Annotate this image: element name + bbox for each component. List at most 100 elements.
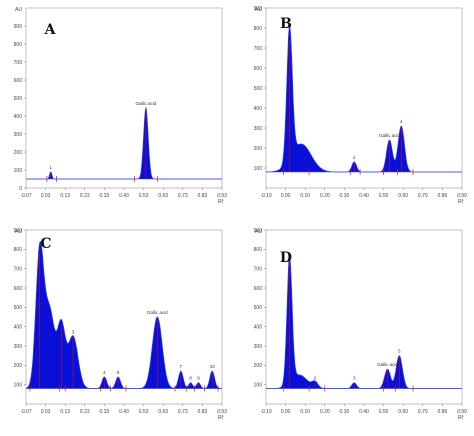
x-axis-label-a: Rf	[218, 199, 224, 205]
x-tick-label-d-4: 0.30	[340, 409, 350, 415]
peak-label-c-3: 3	[72, 329, 75, 334]
x-tick-label-b-2: 0.10	[300, 193, 310, 199]
x-tick-label-b-0: -0.10	[260, 193, 272, 199]
peak-label-b-0: 1	[288, 33, 291, 38]
x-tick-label-c-5: 0.43	[119, 409, 129, 415]
y-tick-label-c-1: 200	[14, 363, 23, 369]
panel-letter-b: B	[280, 16, 292, 32]
y-tick-label-b-4: 500	[254, 86, 263, 92]
y-tick-label-b-3: 400	[254, 106, 263, 112]
y-tick-label-a-9: 900	[14, 24, 23, 30]
y-tick-label-b-0: 100	[254, 166, 263, 172]
panel-letter-c: C	[40, 236, 51, 252]
y-tick-label-a-5: 500	[14, 96, 23, 102]
x-tick-label-d-8: 0.70	[418, 409, 428, 415]
peak-label-d-5: 5	[398, 349, 401, 354]
x-axis-label-d: Rf	[458, 415, 464, 421]
y-tick-label-c-2: 300	[14, 344, 23, 350]
chromatogram-area-d	[266, 256, 462, 389]
x-tick-label-c-10: 0.93	[217, 409, 227, 415]
y-tick-label-a-4: 400	[14, 114, 23, 120]
peak-label-c-2: 2	[60, 320, 63, 325]
x-tick-label-a-9: 0.83	[198, 193, 208, 199]
y-tick-label-c-6: 700	[14, 266, 23, 272]
y-tick-label-d-6: 700	[254, 266, 263, 272]
y-axis-label-b: AU	[255, 7, 262, 13]
x-tick-label-b-6: 0.50	[379, 193, 389, 199]
y-tick-label-c-3: 400	[14, 324, 23, 330]
x-tick-label-d-1: 0.00	[281, 409, 291, 415]
x-axis-label-b: Rf	[458, 199, 464, 205]
y-tick-label-a-3: 300	[14, 132, 23, 138]
x-tick-label-b-1: 0.00	[281, 193, 291, 199]
plot-frame-a	[25, 7, 223, 189]
x-tick-label-a-10: 0.93	[217, 193, 227, 199]
y-tick-label-c-0: 100	[14, 382, 23, 388]
x-tick-label-c-2: 0.13	[60, 409, 70, 415]
peak-label-b-3: Gallic acid	[379, 133, 400, 138]
chromatogram-line-c	[25, 241, 222, 389]
y-tick-label-c-7: 800	[14, 247, 23, 253]
peak-label-d-3: 3	[353, 376, 356, 381]
peak-label-c-8: 8	[189, 376, 192, 381]
x-tick-label-d-7: 0.60	[398, 409, 408, 415]
x-tick-label-b-4: 0.30	[340, 193, 350, 199]
x-tick-label-d-0: -0.10	[260, 409, 272, 415]
x-tick-label-b-3: 0.20	[320, 193, 330, 199]
peak-label-c-6: Gallic acid	[147, 310, 168, 315]
x-tick-label-c-6: 0.53	[139, 409, 149, 415]
y-tick-label-a-2: 200	[14, 150, 23, 156]
panel-letter-d: D	[280, 250, 292, 266]
y-tick-label-d-3: 400	[254, 324, 263, 330]
y-tick-label-c-4: 500	[14, 305, 23, 311]
x-axis-label-c: Rf	[218, 415, 224, 421]
panel-letter-a: A	[44, 22, 57, 38]
y-tick-label-c-8: 900	[14, 228, 23, 234]
x-tick-label-d-9: 0.80	[438, 409, 448, 415]
x-tick-label-d-3: 0.20	[320, 409, 330, 415]
y-tick-label-d-5: 600	[254, 286, 263, 292]
y-tick-label-b-6: 700	[254, 46, 263, 52]
peak-label-b-4: 4	[400, 119, 403, 124]
peak-label-a-1: Gallic acid	[136, 101, 157, 106]
x-tick-label-a-4: 0.33	[100, 193, 110, 199]
y-tick-label-a-7: 700	[14, 60, 23, 66]
y-tick-label-b-5: 600	[254, 66, 263, 72]
chromatogram-panel-d: 100 200 300 400 500 600 700 800 900 AU -0.10 0.00 0.…	[238, 222, 474, 436]
peak-label-c-9: 9	[197, 376, 200, 381]
x-tick-label-b-10: 0.90	[457, 193, 467, 199]
y-tick-label-b-2: 300	[254, 126, 263, 132]
chromatogram-panel-a: 0 100 200 300 400 500 600 700 800 900 AU -0.07 0.03 0…	[0, 0, 234, 220]
peak-label-a-0: 1	[49, 165, 52, 170]
x-tick-label-c-1: 0.03	[41, 409, 51, 415]
x-tick-label-c-9: 0.83	[198, 409, 208, 415]
y-tick-label-c-5: 600	[14, 286, 23, 292]
peak-label-c-7: 7	[180, 364, 183, 369]
x-tick-label-c-4: 0.33	[100, 409, 110, 415]
x-tick-label-d-5: 0.40	[359, 409, 369, 415]
chromatogram-area-b	[266, 26, 462, 173]
y-tick-label-d-4: 500	[254, 305, 263, 311]
peak-label-c-5: 5	[117, 370, 120, 375]
peak-label-d-0: 1	[288, 256, 291, 261]
y-tick-label-b-1: 200	[254, 146, 263, 152]
y-tick-label-d-7: 800	[254, 247, 263, 253]
chromatogram-panel-c: 100 200 300 400 500 600 700 800 900 AU -0.07 0.03 0.…	[0, 222, 234, 436]
x-tick-label-d-10: 0.90	[457, 409, 467, 415]
chromatogram-panel-b: 100 200 300 400 500 600 700 800 900 AU -0.10 0.00 0.…	[238, 0, 474, 220]
x-tick-label-a-0: -0.07	[20, 193, 32, 199]
y-axis-label-d: AU	[255, 229, 262, 235]
y-tick-label-d-1: 200	[254, 363, 263, 369]
peak-label-d-4: Gallic acid	[377, 362, 398, 367]
y-tick-label-a-1: 100	[14, 168, 23, 174]
y-tick-label-b-8: 900	[254, 6, 263, 12]
y-tick-label-b-7: 800	[254, 26, 263, 32]
y-tick-label-d-8: 900	[254, 228, 263, 234]
peak-label-c-10: 10	[210, 364, 216, 369]
chromatogram-area-c	[26, 241, 222, 389]
peak-label-c-4: 4	[103, 370, 106, 375]
y-tick-label-d-2: 300	[254, 344, 263, 350]
